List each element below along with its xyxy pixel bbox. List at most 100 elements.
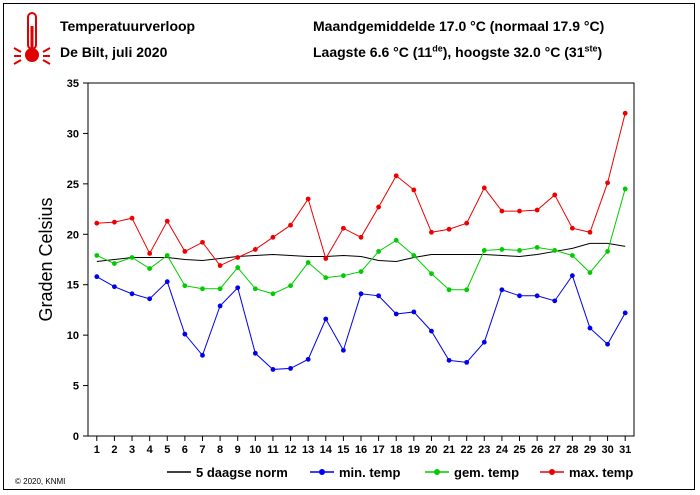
y-tick-label: 25	[67, 179, 79, 191]
legend-label: gem. temp	[454, 465, 519, 480]
x-tick-label: 11	[267, 444, 279, 456]
data-point	[464, 287, 470, 293]
data-point	[200, 239, 205, 245]
data-point	[340, 225, 346, 231]
data-point	[235, 285, 241, 291]
y-axis-label: Graden Celsius	[36, 197, 56, 321]
data-point	[164, 218, 170, 224]
series-layer	[94, 110, 628, 372]
thermometer-icon	[13, 12, 51, 65]
x-tick-label: 25	[513, 444, 525, 456]
data-point	[147, 251, 153, 256]
y-tick-label: 20	[67, 229, 79, 241]
extremes: Laagste 6.6 °C (11de), hoogste 32.0 °C (…	[313, 44, 602, 60]
y-tick-label: 35	[67, 78, 79, 90]
data-point	[393, 237, 399, 243]
data-point	[605, 249, 610, 254]
data-point	[429, 229, 434, 235]
data-point	[393, 311, 399, 317]
data-point	[517, 293, 522, 299]
data-point	[605, 341, 610, 347]
data-point	[499, 247, 505, 252]
series-line	[96, 274, 626, 370]
data-point	[200, 352, 205, 358]
x-tick-label: 3	[129, 444, 135, 456]
x-tick-label: 22	[461, 444, 473, 456]
data-point	[112, 261, 117, 266]
data-point	[499, 208, 505, 214]
data-point	[182, 249, 188, 254]
data-point	[112, 284, 117, 290]
data-point	[182, 331, 188, 337]
x-tick-label: 27	[549, 444, 561, 456]
data-point	[252, 247, 258, 252]
data-point	[129, 255, 135, 260]
data-point	[129, 291, 135, 297]
x-tick-label: 14	[320, 444, 333, 456]
data-point	[288, 366, 293, 371]
legend-label: 5 daagse norm	[196, 465, 288, 480]
legend-label: max. temp	[569, 465, 633, 480]
x-tick-label: 4	[147, 444, 154, 456]
data-point	[464, 359, 470, 365]
data-point	[552, 298, 558, 304]
data-point	[552, 192, 558, 198]
data-point	[411, 253, 417, 258]
x-tick-label: 8	[217, 444, 223, 456]
x-tick-label: 16	[355, 444, 367, 456]
legend-marker	[434, 469, 440, 475]
chart-frame: 0 5 10 15 20 25 30 35 1 2 3 4 5 6 7 8 9 10 11 12 13 14 15 16 17 1…	[3, 3, 695, 490]
data-point	[323, 256, 329, 261]
data-point	[481, 248, 487, 253]
y-tick-label: 30	[67, 128, 79, 140]
data-point	[252, 286, 258, 292]
data-point	[499, 287, 505, 293]
data-point	[94, 220, 100, 226]
x-tick-label: 18	[390, 444, 402, 456]
data-point	[235, 265, 241, 270]
x-tick-label: 21	[443, 444, 455, 456]
data-point	[358, 234, 364, 240]
x-tick-label: 20	[425, 444, 437, 456]
chart-subtitle: De Bilt, juli 2020	[60, 44, 168, 60]
y-tick-label: 0	[73, 431, 79, 443]
x-tick-label: 5	[164, 444, 170, 456]
data-point	[305, 196, 311, 202]
data-point	[270, 234, 276, 240]
data-point	[622, 110, 628, 116]
legend-marker	[549, 469, 555, 475]
data-point	[94, 253, 100, 258]
series-line	[96, 188, 626, 295]
data-point	[376, 249, 382, 254]
x-tick-label: 26	[531, 444, 543, 456]
data-point	[534, 293, 540, 299]
x-tick-label: 9	[235, 444, 241, 456]
y-tick-label: 15	[67, 280, 79, 292]
legend: 5 daagse norm min. temp gem. temp max. temp	[167, 465, 633, 480]
data-point	[288, 222, 293, 228]
chart-title: Temperatuurverloop	[60, 18, 196, 34]
data-point	[94, 274, 100, 280]
extremes-text-1: Laagste 6.6 °C (11	[313, 44, 433, 60]
x-tick-label: 30	[601, 444, 613, 456]
data-point	[235, 255, 241, 260]
data-point	[446, 287, 452, 293]
x-tick-label: 15	[337, 444, 349, 456]
monthly-average: Maandgemiddelde 17.0 °C (normaal 17.9 °C…	[313, 18, 605, 34]
x-tick-label: 7	[199, 444, 205, 456]
extremes-sup-2: ste	[584, 43, 598, 54]
data-point	[569, 225, 575, 231]
data-point	[481, 185, 487, 191]
data-point	[481, 339, 487, 345]
y-tick-label: 10	[67, 330, 79, 342]
data-point	[323, 275, 329, 281]
legend-label: min. temp	[339, 465, 400, 480]
data-point	[217, 303, 223, 309]
data-point	[305, 356, 311, 362]
data-point	[147, 296, 153, 302]
x-tick-label: 28	[566, 444, 578, 456]
extremes-sup-1: de	[432, 43, 443, 54]
data-point	[376, 204, 382, 210]
data-point	[340, 347, 346, 353]
